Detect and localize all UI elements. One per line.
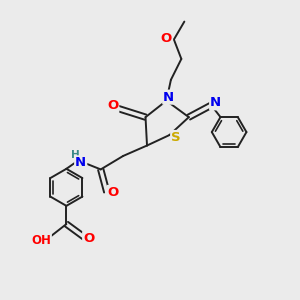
Text: OH: OH bbox=[31, 234, 51, 247]
Text: H: H bbox=[71, 150, 80, 160]
Text: S: S bbox=[171, 131, 181, 144]
Text: O: O bbox=[107, 99, 118, 112]
Text: N: N bbox=[75, 156, 86, 169]
Text: O: O bbox=[161, 32, 172, 44]
Text: O: O bbox=[108, 186, 119, 199]
Text: N: N bbox=[210, 96, 221, 109]
Text: N: N bbox=[163, 91, 174, 103]
Text: O: O bbox=[83, 232, 94, 245]
